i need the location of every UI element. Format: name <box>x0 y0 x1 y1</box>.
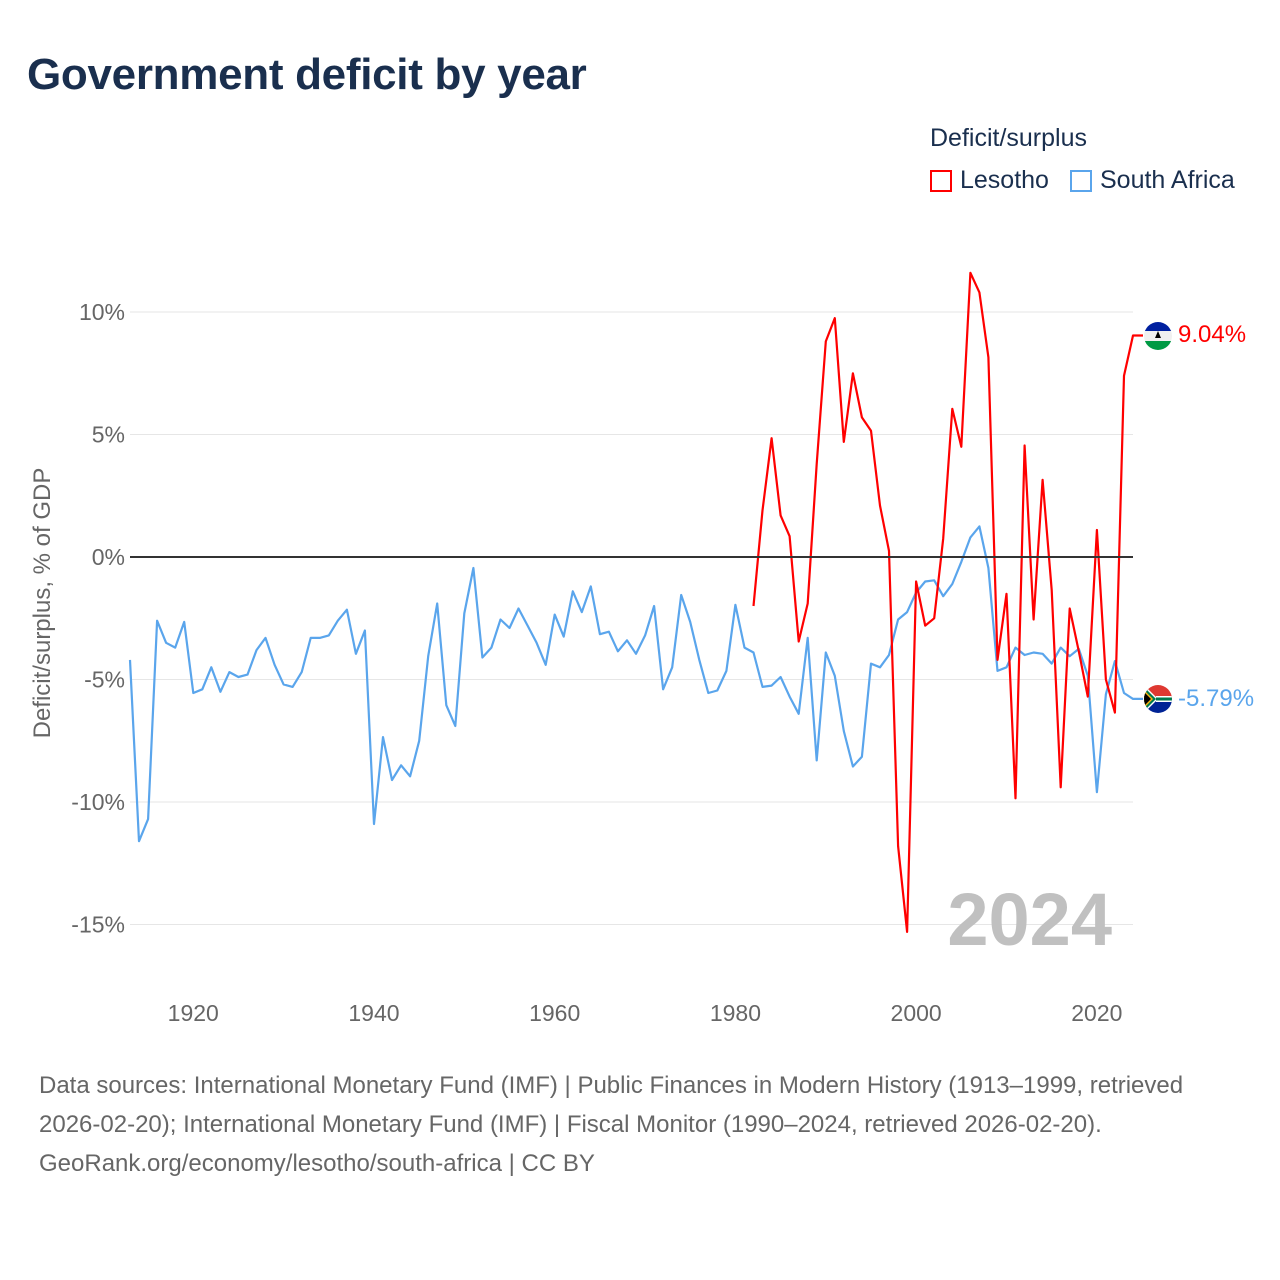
chart-area: 10% 5% 0% -5% -10% -15% 1920 1940 1960 1980 2000 2… <box>29 271 1254 1026</box>
y-axis-label: Deficit/surplus, % of GDP <box>29 468 56 739</box>
legend-swatch-lesotho <box>930 169 952 192</box>
x-tick-label: 1960 <box>529 1000 580 1026</box>
y-tick-label: 0% <box>92 544 125 570</box>
footer: Data sources: International Monetary Fun… <box>39 1066 1239 1183</box>
series-line-south-africa[interactable] <box>128 525 1143 843</box>
legend-label-lesotho: Lesotho <box>960 166 1049 194</box>
series-line-lesotho[interactable] <box>752 271 1144 934</box>
source-link[interactable]: GeoRank.org/economy/lesotho/south-africa <box>39 1150 502 1177</box>
y-axis-ticks: 10% 5% 0% -5% -10% -15% <box>71 299 125 938</box>
x-tick-label: 1980 <box>710 1000 761 1026</box>
south-africa-flag-icon <box>1144 685 1172 713</box>
lesotho-flag-icon <box>1144 322 1172 350</box>
x-tick-label: 1920 <box>168 1000 219 1026</box>
x-axis-ticks: 1920 1940 1960 1980 2000 2020 <box>168 1000 1123 1026</box>
legend-item-south-africa[interactable]: South Africa <box>1070 166 1235 195</box>
south-africa-end-label: -5.79% <box>1178 685 1254 712</box>
series-lines <box>128 271 1144 934</box>
data-sources: Data sources: International Monetary Fun… <box>39 1072 1184 1138</box>
chart-title: Government deficit by year <box>27 50 587 99</box>
x-tick-label: 2000 <box>891 1000 942 1026</box>
y-tick-label: -15% <box>71 912 125 938</box>
legend-title: Deficit/surplus <box>930 124 1087 152</box>
legend-label-south-africa: South Africa <box>1100 166 1235 194</box>
legend-item-lesotho[interactable]: Lesotho <box>930 166 1049 195</box>
y-tick-label: 5% <box>92 422 125 448</box>
y-tick-label: -5% <box>84 667 125 693</box>
lesotho-end-label: 9.04% <box>1178 321 1246 348</box>
y-tick-label: 10% <box>79 299 125 325</box>
y-tick-label: -10% <box>71 789 125 815</box>
end-labels: 9.04% -5.79% <box>1144 321 1254 713</box>
grid-lines <box>130 311 1133 925</box>
x-tick-label: 1940 <box>348 1000 399 1026</box>
x-tick-label: 2020 <box>1071 1000 1122 1026</box>
license: | CC BY <box>501 1150 595 1177</box>
legend-swatch-south-africa <box>1070 169 1092 192</box>
year-watermark: 2024 <box>947 878 1112 961</box>
